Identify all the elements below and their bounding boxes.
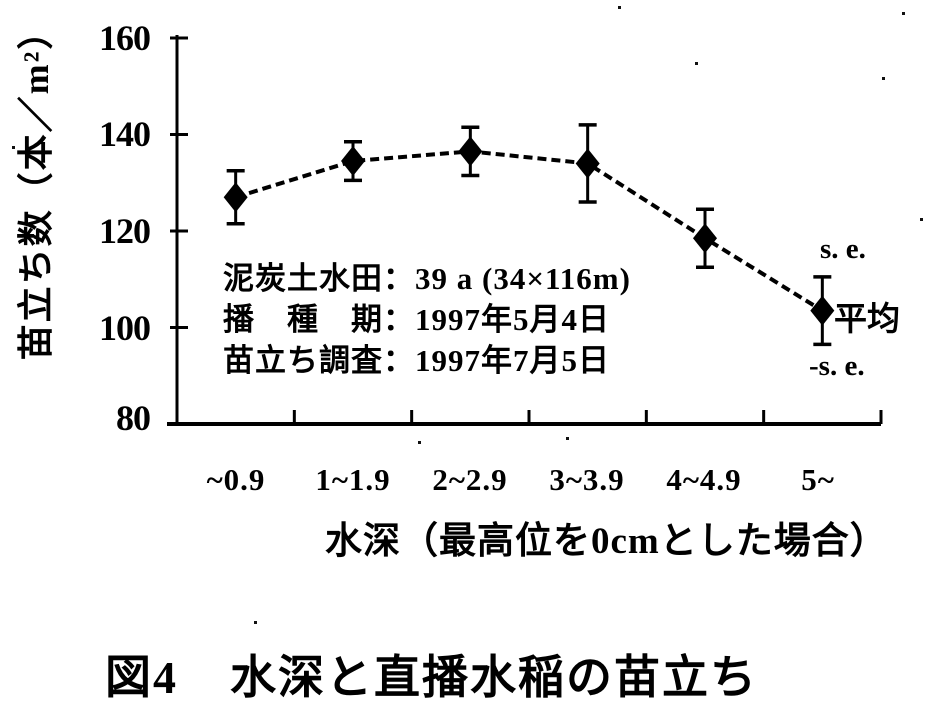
annotation-line-sowing: 播 種 期：1997年5月4日 bbox=[223, 302, 610, 337]
x-axis-title: 水深（最高位を0cmとした場合） bbox=[325, 521, 888, 562]
annotation-line-survey: 苗立ち調査：1997年7月5日 bbox=[223, 343, 610, 378]
x-tick-label-1: 1~1.9 bbox=[315, 462, 391, 497]
x-tick-label-4: 4~4.9 bbox=[666, 462, 742, 497]
y-axis-title: 苗立ち数（本／m²） bbox=[16, 11, 56, 361]
scan-speckles bbox=[0, 0, 3, 3]
y-tick-label-80: 80 bbox=[116, 398, 151, 438]
figure-caption: 図4 水深と直播水稲の苗立ち bbox=[105, 641, 758, 707]
y-tick-label-120: 120 bbox=[99, 211, 151, 251]
figure-caption-label: 図4 bbox=[105, 652, 178, 703]
legend-mean-label: 平均 bbox=[834, 302, 900, 338]
x-tick-label-3: 3~3.9 bbox=[549, 462, 625, 497]
x-tick-label-5: 5~ bbox=[801, 462, 835, 497]
x-tick-label-0: ~0.9 bbox=[206, 462, 266, 497]
x-tick-label-2: 2~2.9 bbox=[432, 462, 508, 497]
y-tick-label-140: 140 bbox=[99, 114, 151, 154]
legend-se-label: s. e. bbox=[820, 233, 866, 265]
annotation-block: 泥炭土水田：39 a (34×116m) 播 種 期：1997年5月4日 苗立ち… bbox=[223, 258, 631, 381]
legend-minus-se-label: -s. e. bbox=[809, 350, 865, 382]
annotation-line-field: 泥炭土水田：39 a (34×116m) bbox=[223, 261, 631, 296]
y-tick-label-100: 100 bbox=[99, 308, 151, 348]
y-tick-label-160: 160 bbox=[99, 18, 151, 58]
figure-caption-text: 水深と直播水稲の苗立ち bbox=[230, 652, 758, 703]
